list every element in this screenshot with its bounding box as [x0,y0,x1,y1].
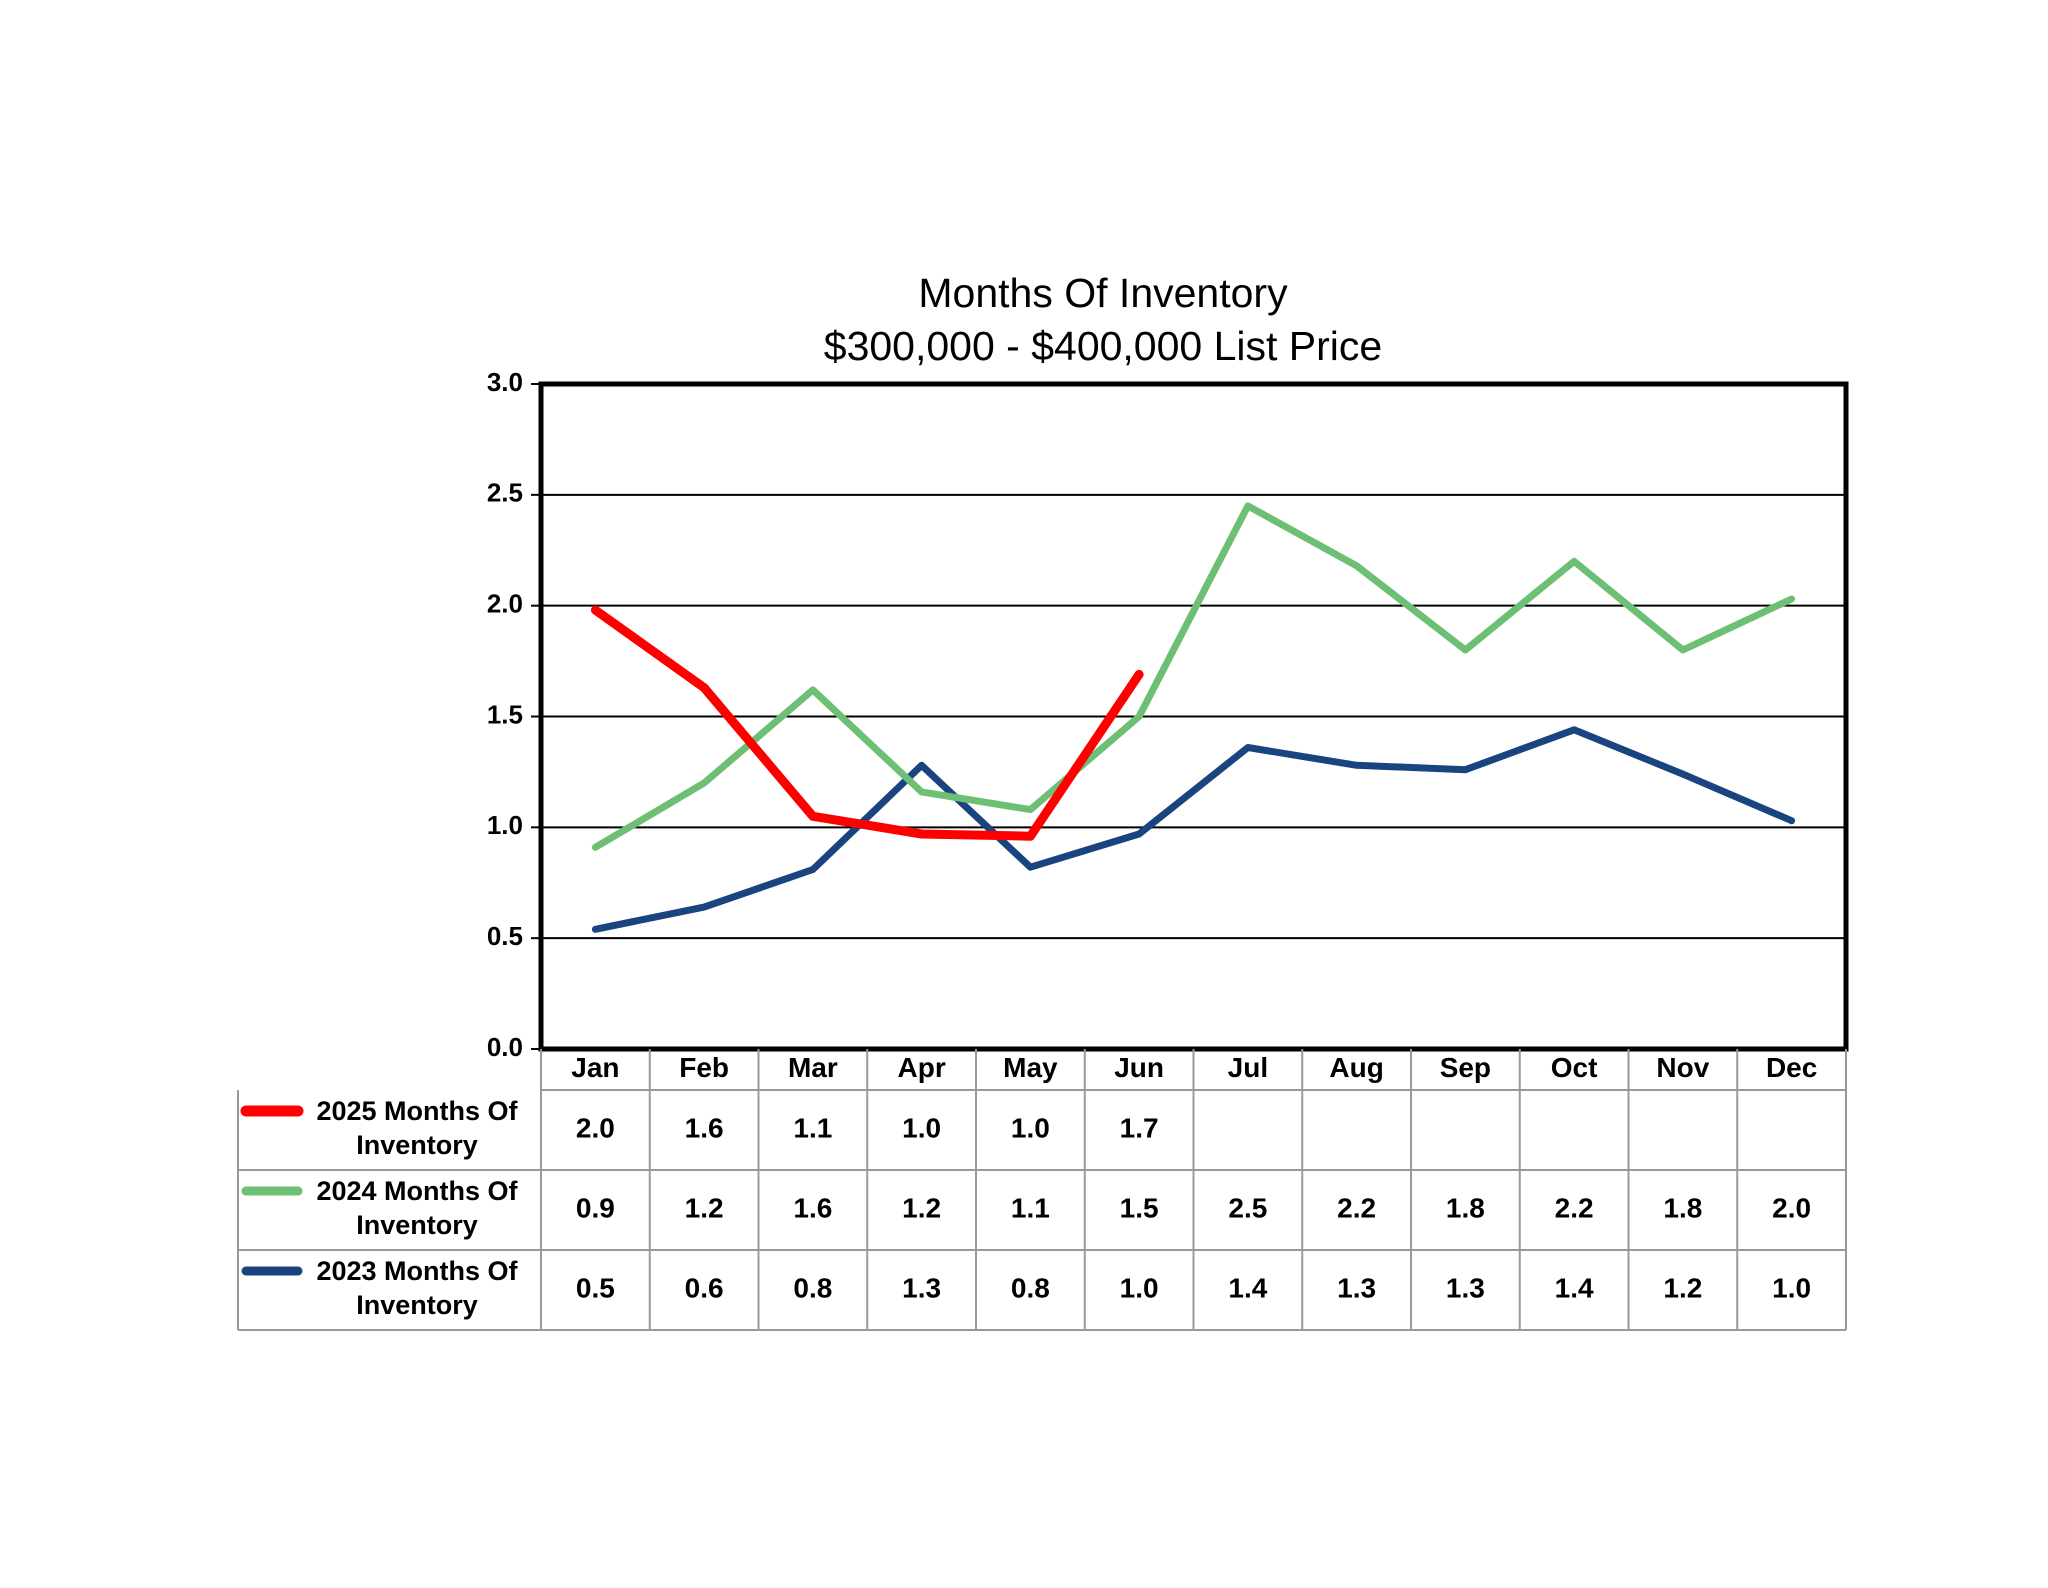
x-tick-label: Sep [1440,1052,1491,1083]
table-value: 1.4 [1555,1272,1594,1303]
legend-label: 2025 Months Of Inventory [316,1096,518,1160]
legend-label-box: 2024 Months Of Inventory [316,1176,518,1240]
chart-title: Months Of Inventory [918,270,1288,316]
table-value: 2.0 [576,1112,615,1143]
table-value: 1.8 [1446,1192,1485,1223]
table-value: 1.0 [1772,1272,1811,1303]
legend-label: 2024 Months Of Inventory [316,1176,518,1240]
x-tick-label: Nov [1656,1052,1709,1083]
series-line [591,502,1796,851]
legend-label-box: 2025 Months Of Inventory [316,1096,518,1160]
table-value: 1.1 [793,1112,832,1143]
table-value: 1.6 [793,1192,832,1223]
y-tick-label: 0.0 [487,1032,523,1062]
y-tick-label: 2.0 [487,589,523,619]
table-value: 1.3 [1337,1272,1376,1303]
table-value: 1.2 [1663,1272,1702,1303]
x-tick-label: Feb [679,1052,729,1083]
table-value: 1.0 [1120,1272,1159,1303]
y-tick-label: 1.5 [487,699,523,729]
table-value: 1.0 [1011,1112,1050,1143]
x-tick-label: May [1003,1052,1058,1083]
legend-label-box: 2023 Months Of Inventory [316,1256,518,1320]
x-tick-label: Dec [1766,1052,1817,1083]
x-tick-label: Oct [1551,1052,1598,1083]
x-tick-label: Jan [571,1052,619,1083]
y-tick-label: 3.0 [487,367,523,397]
table-value: 2.5 [1228,1192,1267,1223]
table-value: 0.9 [576,1192,615,1223]
y-tick-label: 2.5 [487,478,523,508]
table-value: 0.5 [576,1272,615,1303]
table-value: 2.2 [1337,1192,1376,1223]
table-value: 1.8 [1663,1192,1702,1223]
table-value: 0.8 [1011,1272,1050,1303]
table-value: 1.3 [1446,1272,1485,1303]
table-value: 1.3 [902,1272,941,1303]
x-tick-label: Jun [1114,1052,1164,1083]
chart-subtitle: $300,000 - $400,000 List Price [824,323,1382,369]
x-tick-label: Aug [1329,1052,1383,1083]
x-tick-label: Jul [1228,1052,1268,1083]
x-tick-label: Apr [898,1052,946,1083]
table-value: 1.1 [1011,1192,1050,1223]
legend-label: 2023 Months Of Inventory [316,1256,518,1320]
table-value: 2.2 [1555,1192,1594,1223]
series-line [591,726,1796,933]
x-tick-label: Mar [788,1052,838,1083]
table-value: 0.8 [793,1272,832,1303]
table-value: 1.0 [902,1112,941,1143]
table-value: 0.6 [685,1272,724,1303]
table-value: 1.7 [1120,1112,1159,1143]
table-value: 1.5 [1120,1192,1159,1223]
y-tick-label: 0.5 [487,921,523,951]
y-tick-label: 1.0 [487,810,523,840]
table-value: 1.6 [685,1112,724,1143]
series-line [590,605,1144,841]
table-value: 1.2 [902,1192,941,1223]
table-value: 1.2 [685,1192,724,1223]
table-value: 2.0 [1772,1192,1811,1223]
table-value: 1.4 [1228,1272,1267,1303]
